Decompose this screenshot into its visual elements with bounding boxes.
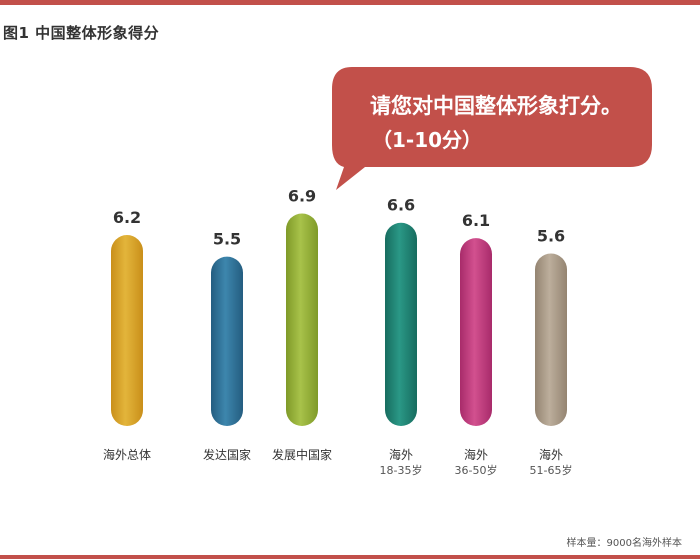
- bar-2: [286, 213, 318, 426]
- category-label-2: 发展中国家: [272, 447, 332, 462]
- bottom-rule: [0, 555, 700, 559]
- bar-0: [111, 235, 143, 426]
- value-label-3: 6.6: [387, 196, 415, 215]
- category-sublabel-5: 51-65岁: [530, 463, 573, 477]
- bars-group: [111, 213, 567, 426]
- category-label-3: 海外: [389, 447, 413, 462]
- callout-bubble-shape: [332, 67, 652, 190]
- value-label-1: 5.5: [213, 230, 241, 249]
- bar-5: [535, 253, 567, 426]
- category-sublabel-3: 18-35岁: [380, 463, 423, 477]
- sample-note: 样本量：9000名海外样本: [566, 538, 682, 549]
- value-label-2: 6.9: [288, 186, 316, 205]
- bar-1: [211, 256, 243, 426]
- category-label-1: 发达国家: [203, 447, 251, 462]
- value-label-5: 5.6: [537, 227, 565, 246]
- callout-text: 请您对中国整体形象打分。 （1-10分）: [370, 92, 650, 154]
- value-label-4: 6.1: [462, 211, 490, 230]
- top-rule: [0, 0, 700, 5]
- value-label-0: 6.2: [113, 208, 141, 227]
- value-labels-group: 6.2 5.5 6.9 6.6 6.1 5.6: [113, 186, 565, 248]
- category-label-4: 海外: [464, 447, 488, 462]
- bar-4: [460, 238, 492, 426]
- category-label-5: 海外: [539, 447, 563, 462]
- category-label-0: 海外总体: [103, 447, 151, 462]
- bar-3: [385, 222, 417, 426]
- figure-title: 图1 中国整体形象得分: [3, 24, 160, 42]
- callout-question: 请您对中国整体形象打分。: [370, 94, 622, 118]
- callout-scale: （1-10分）: [372, 128, 483, 152]
- category-sublabel-4: 36-50岁: [455, 463, 498, 477]
